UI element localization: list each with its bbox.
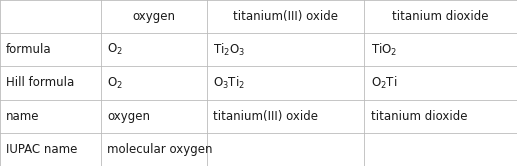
Text: $\mathregular{O_{2}Ti}$: $\mathregular{O_{2}Ti}$ [371,75,397,91]
Text: oxygen: oxygen [132,10,175,23]
Text: Hill formula: Hill formula [6,77,74,89]
Text: $\mathregular{Ti_{2}O_{3}}$: $\mathregular{Ti_{2}O_{3}}$ [213,42,245,58]
Text: $\mathregular{O_{2}}$: $\mathregular{O_{2}}$ [107,76,123,90]
Text: IUPAC name: IUPAC name [6,143,78,156]
Text: formula: formula [6,43,52,56]
Text: titanium dioxide: titanium dioxide [392,10,489,23]
Text: oxygen: oxygen [107,110,150,123]
Text: name: name [6,110,40,123]
Text: titanium dioxide: titanium dioxide [371,110,467,123]
Text: $\mathregular{TiO_{2}}$: $\mathregular{TiO_{2}}$ [371,42,397,58]
Text: titanium(III) oxide: titanium(III) oxide [213,110,318,123]
Text: $\mathregular{O_{2}}$: $\mathregular{O_{2}}$ [107,42,123,57]
Text: titanium(III) oxide: titanium(III) oxide [233,10,338,23]
Text: molecular oxygen: molecular oxygen [107,143,212,156]
Text: $\mathregular{O_{3}Ti_{2}}$: $\mathregular{O_{3}Ti_{2}}$ [213,75,245,91]
